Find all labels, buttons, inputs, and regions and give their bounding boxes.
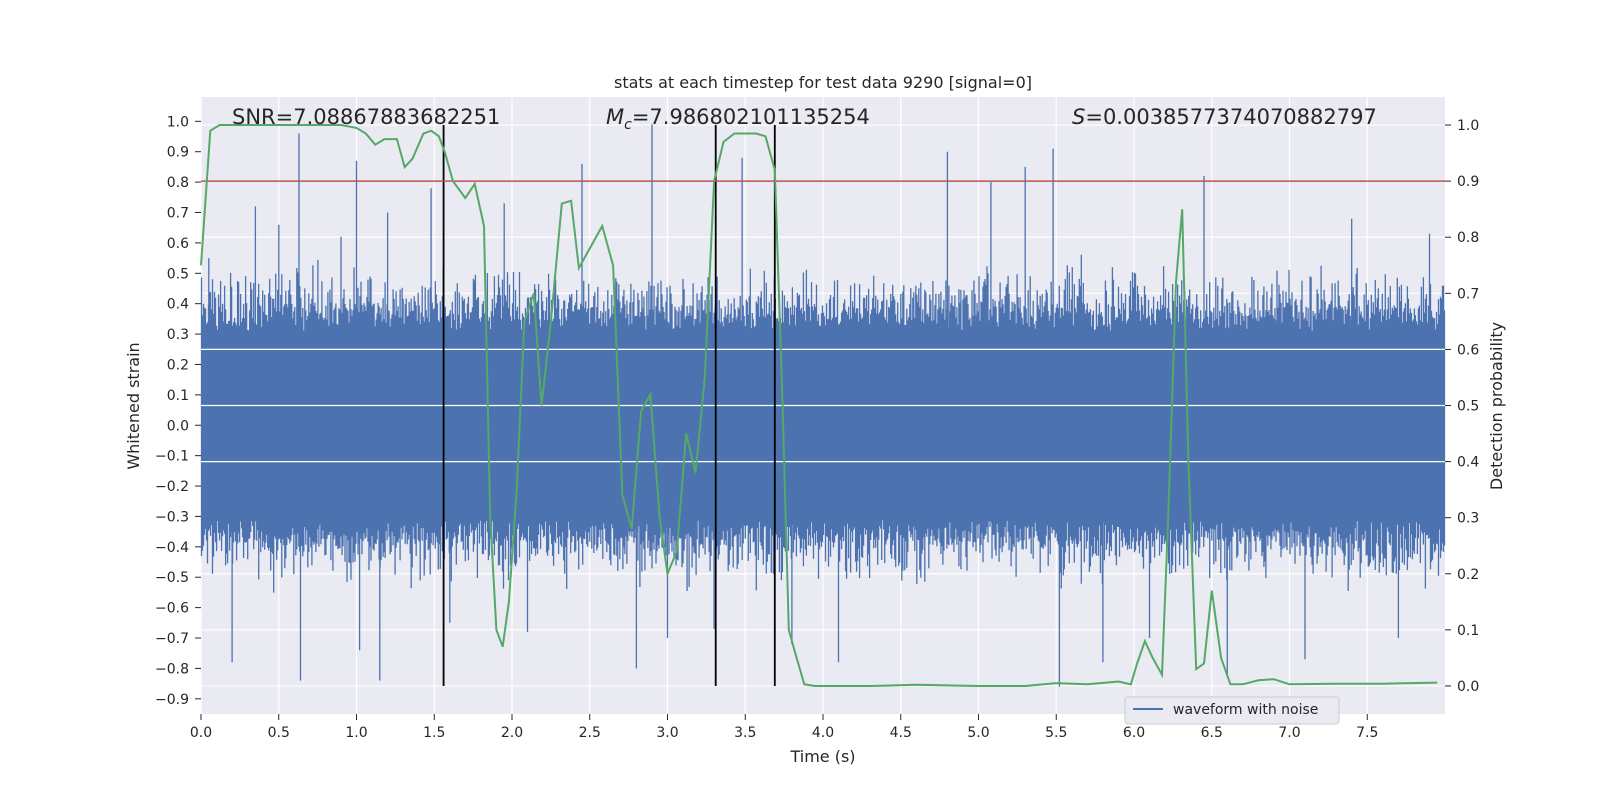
left-tick-label: −0.1 — [155, 449, 189, 465]
left-y-axis-label: Whitened strain — [124, 342, 143, 469]
x-tick-label: 0.5 — [268, 725, 290, 741]
left-tick-label: 0.1 — [167, 388, 189, 404]
waveform-trace — [200, 124, 1446, 687]
left-tick-label: −0.9 — [155, 692, 189, 708]
s-value: =0.0038577374070882797 — [1085, 105, 1377, 129]
s-annotation: S=0.0038577374070882797 — [1072, 105, 1377, 129]
left-tick-label: −0.3 — [155, 509, 189, 525]
left-tick-label: −0.8 — [155, 661, 189, 677]
x-tick-label: 1.5 — [423, 725, 445, 741]
right-y-ticks: 0.0 0.1 0.2 0.3 0.4 0.5 0.6 0.7 0.8 0.9 1.0 — [1445, 118, 1479, 695]
right-tick-label: 0.3 — [1457, 511, 1479, 527]
x-ticks: 0.0 0.5 1.0 1.5 2.0 2.5 3.0 3.5 4.0 4.5 5.0 5.5 6.0 6… — [190, 714, 1378, 741]
left-tick-label: 0.4 — [167, 297, 189, 313]
chirp-mass-value: =7.986802101135254 — [632, 105, 870, 129]
left-tick-label: 1.0 — [167, 114, 189, 130]
x-tick-label: 6.0 — [1123, 725, 1145, 741]
left-tick-label: 0.0 — [167, 418, 189, 434]
left-tick-label: −0.6 — [155, 601, 189, 617]
left-tick-label: −0.2 — [155, 479, 189, 495]
left-tick-label: 0.2 — [167, 357, 189, 373]
right-tick-label: 0.2 — [1457, 567, 1479, 583]
chirp-mass-subscript: c — [624, 117, 632, 133]
x-tick-label: 3.0 — [656, 725, 678, 741]
right-tick-label: 0.0 — [1457, 679, 1479, 695]
right-y-axis-label: Detection probability — [1487, 322, 1506, 490]
right-tick-label: 1.0 — [1457, 118, 1479, 134]
x-tick-label: 5.0 — [967, 725, 989, 741]
x-tick-label: 7.0 — [1278, 725, 1300, 741]
x-tick-label: 1.0 — [345, 725, 367, 741]
right-tick-label: 0.6 — [1457, 342, 1479, 358]
x-tick-label: 2.0 — [501, 725, 523, 741]
legend: waveform with noise — [1124, 696, 1340, 725]
snr-annotation: SNR=7.08867883682251 — [232, 105, 500, 129]
x-tick-label: 0.0 — [190, 725, 212, 741]
left-tick-label: 0.8 — [167, 175, 189, 191]
x-tick-label: 7.5 — [1356, 725, 1378, 741]
vertical-markers — [442, 125, 776, 686]
right-tick-label: 0.1 — [1457, 623, 1479, 639]
right-tick-label: 0.4 — [1457, 455, 1479, 471]
x-tick-label: 2.5 — [579, 725, 601, 741]
x-tick-label: 4.0 — [812, 725, 834, 741]
x-tick-label: 5.5 — [1045, 725, 1067, 741]
waveform-series — [200, 124, 1446, 687]
right-tick-label: 0.7 — [1457, 286, 1479, 302]
right-tick-label: 0.8 — [1457, 230, 1479, 246]
left-tick-label: 0.6 — [167, 236, 189, 252]
left-tick-label: −0.5 — [155, 570, 189, 586]
legend-label: waveform with noise — [1173, 702, 1318, 718]
right-tick-label: 0.9 — [1457, 174, 1479, 190]
s-symbol: S — [1072, 105, 1085, 129]
right-tick-label: 0.5 — [1457, 399, 1479, 415]
x-tick-label: 3.5 — [734, 725, 756, 741]
chirp-mass-annotation: Mc=7.986802101135254 — [606, 105, 870, 133]
left-y-ticks: −0.9 −0.8 −0.7 −0.6 −0.5 −0.4 −0.3 −0.2 −0.1 0.0 0… — [155, 114, 201, 708]
x-axis-label: Time (s) — [789, 747, 855, 766]
left-tick-label: −0.7 — [155, 631, 189, 647]
left-tick-label: 0.5 — [167, 266, 189, 282]
legend-box — [1124, 696, 1340, 725]
detection-probability-line — [200, 124, 1438, 687]
x-tick-label: 6.5 — [1201, 725, 1223, 741]
left-tick-label: 0.3 — [167, 327, 189, 343]
x-tick-label: 4.5 — [890, 725, 912, 741]
chirp-mass-symbol: M — [606, 105, 624, 129]
left-tick-label: 0.7 — [167, 205, 189, 221]
chart-title: stats at each timestep for test data 929… — [614, 73, 1032, 92]
left-tick-label: −0.4 — [155, 540, 189, 556]
left-tick-label: 0.9 — [167, 145, 189, 161]
